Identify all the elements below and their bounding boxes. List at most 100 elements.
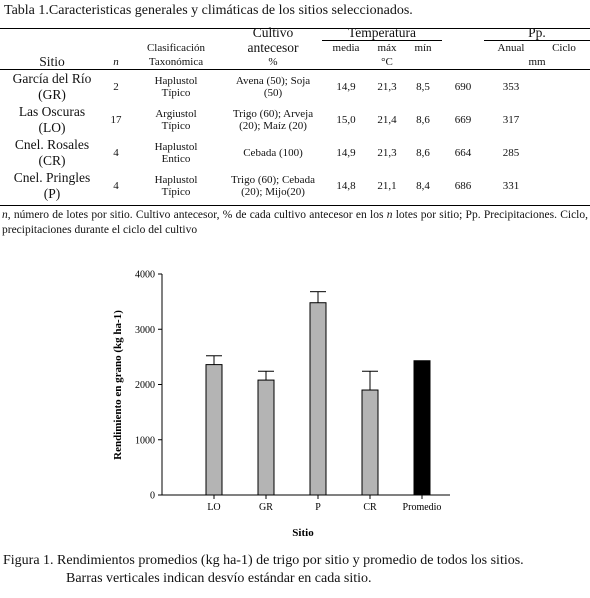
header-max: máx (377, 42, 397, 54)
cell-max: 21,3 (377, 80, 397, 93)
cell-anual: 690 (454, 80, 472, 93)
cell-clas-2: Entico (161, 152, 191, 165)
site-code: (LO) (38, 119, 66, 135)
cell-clas-2: Típico (161, 185, 191, 198)
x-axis-title: Sitio (292, 527, 314, 539)
cell-media: 15,0 (336, 113, 356, 126)
table-title: Tabla 1.Caracteristicas generales y clim… (4, 3, 413, 18)
characteristics-table: Cultivo Temperatura Pp. Clasificación an… (0, 25, 590, 202)
chart-ticks: 0 1000 2000 3000 4000 (135, 270, 162, 502)
chart-x-labels: LO GR P CR Promedio (207, 495, 441, 513)
x-tick-label: Promedio (403, 502, 442, 513)
chart-axes (161, 274, 450, 496)
y-tick-label: 2000 (135, 380, 155, 391)
header-row-1: Cultivo Temperatura Pp. (0, 25, 590, 41)
figure-caption: Figura 1. Rendimientos promedios (kg ha-… (3, 552, 524, 588)
cell-clas-1: Haplustol (154, 74, 198, 87)
cell-cult-2: (50) (263, 86, 283, 99)
y-axis-title: Rendimiento en grano (kg ha-1) (112, 310, 124, 460)
cell-media: 14,8 (336, 179, 356, 192)
cell-clas-1: Haplustol (154, 140, 198, 153)
header-degc: °C (370, 55, 404, 70)
bar-lo (205, 364, 223, 496)
header-media: media (332, 42, 360, 54)
table-bottom-rule (0, 205, 590, 206)
header-pct: % (224, 55, 322, 70)
header-cultivo-line2: antecesor (247, 39, 299, 55)
header-mm: mm (484, 55, 590, 70)
header-min: mín (414, 42, 432, 54)
y-tick-label: 4000 (135, 270, 155, 281)
y-tick-label: 3000 (135, 325, 155, 336)
table-row: Cnel. Rosales (CR) 4 Haplustol Entico Ceba… (0, 136, 590, 169)
note-text-2: lotes por sitio; Pp. Precipitaciones. Ci… (2, 209, 588, 236)
cell-cult-1: Avena (50); Soja (235, 74, 311, 87)
site-name: García del Río (12, 70, 92, 86)
x-tick-label: CR (363, 502, 377, 513)
cell-cult-1: Trigo (60); Cebada (231, 173, 315, 186)
cell-media: 14,9 (336, 80, 356, 93)
site-code: (GR) (38, 86, 66, 102)
header-row-3: Sitio n Taxonómica % °C mm (0, 55, 590, 70)
cell-min: 8,6 (416, 146, 430, 159)
table-row: Cnel. Pringles (P) 4 Haplustol Típico Trig… (0, 169, 590, 202)
cell-min: 8,6 (416, 113, 430, 126)
cell-max: 21,3 (377, 146, 397, 159)
header-anual: Anual (497, 42, 525, 54)
header-clasificacion-line2: Taxonómica (128, 55, 224, 70)
site-code: (CR) (38, 152, 66, 168)
header-ciclo: Ciclo (552, 42, 576, 54)
note-text-1: , número de lotes por sitio. Cultivo ant… (7, 209, 387, 221)
bar-gr (257, 379, 275, 496)
cell-clas-2: Típico (161, 119, 191, 132)
cell-cult-2: (20); Maíz (20) (239, 119, 307, 132)
cell-n: 2 (113, 80, 119, 93)
cell-max: 21,1 (377, 179, 397, 192)
cell-anual: 669 (454, 113, 472, 126)
bar-cr (361, 389, 379, 496)
site-name: Cnel. Pringles (13, 169, 91, 185)
table-top-rule (0, 28, 590, 29)
header-cultivo-line1: Cultivo (252, 24, 294, 40)
cell-max: 21,4 (377, 113, 397, 126)
cell-cult-1: Cebada (100) (243, 146, 303, 159)
cell-min: 8,4 (416, 179, 430, 192)
cell-ciclo: 331 (502, 179, 520, 192)
note-n2: n (386, 209, 393, 221)
header-row-2: Clasificación antecesor media máx mín An… (0, 41, 590, 56)
cell-ciclo: 353 (502, 80, 520, 93)
site-code: (P) (43, 185, 61, 201)
cell-n: 4 (113, 146, 119, 159)
cell-media: 14,9 (336, 146, 356, 159)
x-tick-label: P (315, 502, 321, 513)
cell-cult-2: (20); Mijo(20) (241, 185, 305, 198)
cell-clas-1: Haplustol (154, 173, 198, 186)
cell-anual: 664 (454, 146, 472, 159)
bar-promedio (413, 360, 431, 496)
cell-ciclo: 285 (502, 146, 520, 159)
header-n: n (104, 55, 128, 70)
cell-cult-1: Trigo (60); Arveja (232, 107, 314, 120)
caption-line-2: Barras verticales indican desvío estánda… (66, 571, 372, 586)
y-tick-label: 0 (150, 491, 155, 502)
table-row: García del Río (GR) 2 Haplustol Típico Ave… (0, 70, 590, 104)
cell-n: 17 (110, 113, 122, 126)
header-sitio: Sitio (0, 55, 104, 70)
chart-bars (205, 291, 431, 496)
cell-clas-2: Típico (161, 86, 191, 99)
x-tick-label: GR (259, 502, 273, 513)
cell-clas-1: Argiustol (155, 107, 197, 120)
bar-p (309, 302, 327, 496)
caption-line-1: Figura 1. Rendimientos promedios (kg ha-… (3, 553, 524, 568)
header-temperatura: Temperatura (322, 25, 442, 41)
cell-n: 4 (113, 179, 119, 192)
table-footnote: n, número de lotes por sitio. Cultivo an… (2, 208, 588, 238)
note-n: n (2, 209, 8, 221)
header-clasificacion-line1: Clasificación (146, 41, 206, 54)
site-name: Cnel. Rosales (14, 136, 90, 152)
header-pp: Pp. (484, 25, 590, 41)
y-tick-label: 1000 (135, 435, 155, 446)
table-row: Las Oscuras (LO) 17 Argiustol Típico Trigo… (0, 103, 590, 136)
cell-ciclo: 317 (502, 113, 520, 126)
